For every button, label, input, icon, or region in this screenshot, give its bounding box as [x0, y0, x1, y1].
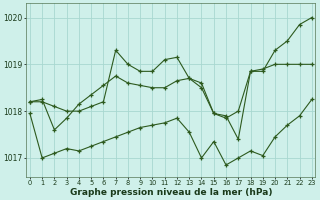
X-axis label: Graphe pression niveau de la mer (hPa): Graphe pression niveau de la mer (hPa)	[69, 188, 272, 197]
